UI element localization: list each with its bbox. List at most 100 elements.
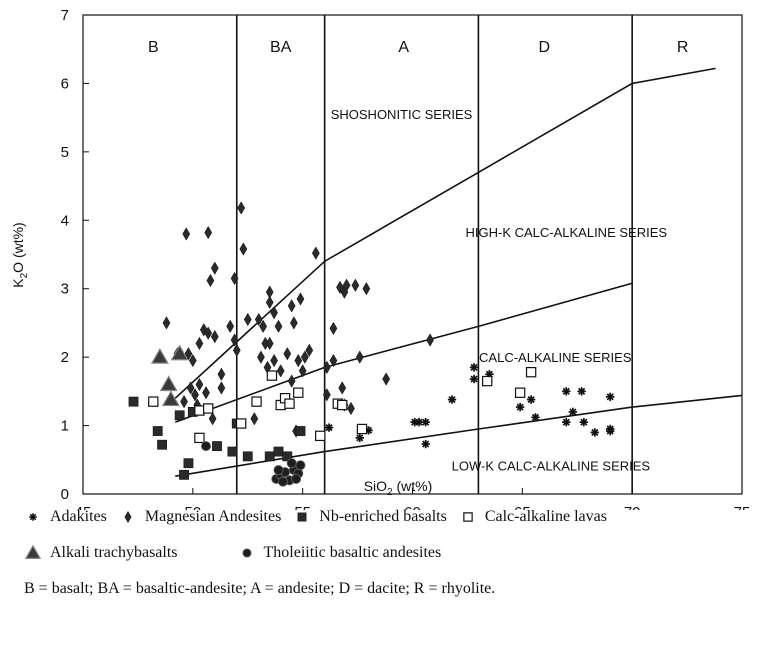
diamond-point <box>305 343 314 357</box>
series-square-open <box>148 366 537 444</box>
legend-marker-svg <box>29 513 37 521</box>
diamond-point <box>283 347 292 361</box>
asterisk-stroke <box>470 375 478 383</box>
square-filled-point <box>174 410 185 421</box>
square-open-point <box>203 403 214 414</box>
diamond-point <box>347 401 355 416</box>
legend-marker-triangle <box>24 545 42 559</box>
asterisk-stroke <box>562 387 570 395</box>
series-region-label: HIGH-K CALC-ALKALINE SERIES <box>465 225 667 240</box>
y-tick-label: 7 <box>61 7 69 24</box>
x-tick-label: 60 <box>404 504 421 510</box>
asterisk-point <box>355 433 364 443</box>
legend-row-1: Adakites Magnesian Andesites Nb-enriched b… <box>24 508 607 526</box>
square-open-point <box>235 418 247 429</box>
square-open-point <box>284 398 295 409</box>
asterisk-stroke <box>606 427 614 435</box>
asterisk-stroke <box>356 434 364 442</box>
square-filled-point <box>227 446 238 457</box>
diamond-point <box>296 292 305 306</box>
diamond-point <box>351 278 360 292</box>
square-open-point <box>148 396 159 407</box>
diamond-point <box>322 388 331 402</box>
diamond-point <box>294 353 303 368</box>
y-tick-label: 3 <box>61 281 69 298</box>
plot-area: 4550556065707501234567BBAADRSHOSHONITIC … <box>61 7 751 510</box>
legend-marker-square-open <box>463 512 473 522</box>
asterisk-stroke <box>448 395 456 404</box>
asterisk-point <box>562 417 571 427</box>
square-filled-point <box>152 426 163 436</box>
diamond-point <box>274 319 283 334</box>
asterisk-point <box>606 426 615 436</box>
diamond-point <box>289 316 298 330</box>
diamond-point <box>254 312 263 327</box>
series-region-label: SHOSHONITIC SERIES <box>331 107 473 122</box>
diamond-point <box>300 350 309 364</box>
diamond-point <box>311 246 320 260</box>
asterisk-stroke <box>580 418 588 426</box>
legend-label: Nb-enriched basalts <box>319 508 447 525</box>
asterisk-stroke <box>591 428 599 436</box>
diamond-point <box>230 333 239 347</box>
legend-item: Nb-enriched basalts <box>293 508 447 526</box>
diamond-point <box>257 350 265 364</box>
legend-marker-asterisk <box>29 513 37 521</box>
diamond-point <box>204 225 213 240</box>
diamond-point <box>202 386 210 400</box>
square-filled-point <box>183 458 194 469</box>
diamond-point <box>265 295 274 310</box>
legend-item: Adakites <box>24 508 107 526</box>
region-label: D <box>539 39 551 56</box>
asterisk-stroke <box>606 393 614 401</box>
square-filled-point <box>157 439 167 450</box>
k2o-sio2-chart: 4550556065707501234567BBAADRSHOSHONITIC … <box>10 7 751 510</box>
square-filled-point <box>212 441 222 451</box>
diamond-point <box>270 353 278 368</box>
legend-label: Magnesian Andesites <box>144 508 282 525</box>
y-axis-label: K2O (wt%) <box>10 222 30 287</box>
region-label: B <box>148 39 159 56</box>
asterisk-stroke <box>562 418 570 426</box>
square-filled-point <box>264 451 275 462</box>
square-open-point <box>251 396 262 407</box>
series-boundary-line <box>175 394 743 477</box>
square-open-point <box>337 399 348 411</box>
asterisk-stroke <box>325 424 333 432</box>
series-boundary-line <box>174 67 716 399</box>
asterisk-stroke <box>531 413 540 421</box>
square-filled-point <box>273 446 284 457</box>
diamond-point <box>338 381 347 395</box>
legend-item: Tholeiitic basaltic andesites <box>238 544 441 562</box>
asterisk-point <box>606 392 615 402</box>
series-diamond <box>162 201 434 438</box>
square-open-point <box>356 423 368 435</box>
series-region-label: LOW-K CALC-ALKALINE SERIES <box>452 458 651 473</box>
diamond-point <box>329 321 338 336</box>
asterisk-point <box>324 423 334 432</box>
series-square-filled <box>128 396 306 480</box>
legend-label: Alkali trachybasalts <box>50 544 178 561</box>
asterisk-point <box>568 407 578 417</box>
square-open-point <box>514 387 526 398</box>
x-axis-label: SiO2 (wt%) <box>364 478 433 498</box>
circle-point <box>295 460 306 471</box>
diamond-point <box>287 374 296 388</box>
diamond-point <box>208 412 217 426</box>
triangle-point <box>159 375 178 392</box>
diamond-point <box>298 364 307 378</box>
diamond-point <box>276 364 285 378</box>
legend-marker-square-filled <box>297 512 307 522</box>
diamond-point <box>362 282 371 296</box>
square-filled-point <box>128 396 139 407</box>
legend-symbol <box>119 509 137 525</box>
legend-row-2: Alkali trachybasalts Tholeiitic basaltic … <box>24 544 441 562</box>
x-tick-label: 55 <box>294 504 311 510</box>
square-open-point <box>293 387 304 398</box>
legend-symbol <box>459 509 477 525</box>
diamond-point <box>182 227 191 241</box>
diamond-point <box>237 201 246 215</box>
asterisk-point <box>421 439 430 449</box>
diamond-point <box>322 360 331 375</box>
asterisk-point <box>590 428 600 437</box>
